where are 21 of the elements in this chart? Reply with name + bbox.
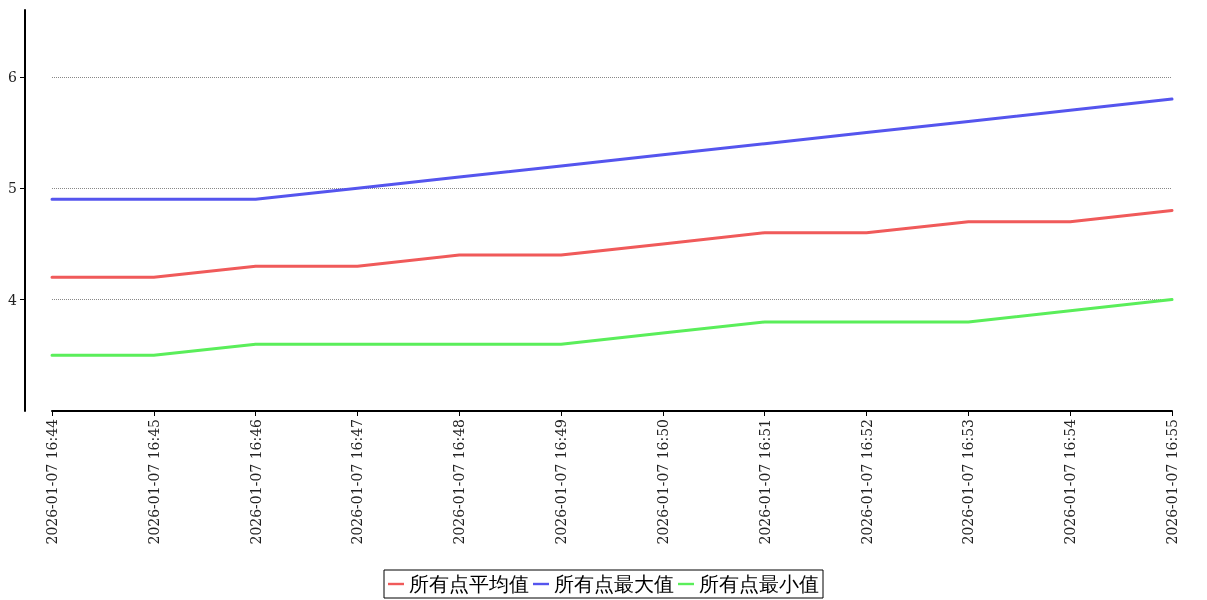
line-series (50, 97, 1174, 201)
line-series (50, 298, 1174, 357)
y-tick-label: 4 (8, 291, 18, 308)
x-tick-label: 2026-01-07 16:49 (553, 419, 570, 545)
x-tick-label: 2026-01-07 16:51 (756, 419, 773, 545)
x-tick-label: 2026-01-07 16:44 (44, 418, 60, 545)
y-tick-label: 6 (8, 68, 18, 85)
legend-label: 所有点最大值 (554, 572, 674, 596)
x-tick-label: 2026-01-07 16:55 (1164, 419, 1180, 545)
legend-label: 所有点最小值 (699, 572, 819, 596)
x-tick-label: 2026-01-07 16:46 (247, 418, 264, 545)
x-tick-label: 2026-01-07 16:48 (451, 419, 468, 545)
x-tick-label: 2026-01-07 16:50 (654, 419, 671, 545)
x-tick-label: 2026-01-07 16:45 (145, 419, 162, 545)
y-tick-label: 5 (8, 180, 17, 197)
x-tick-label: 2026-01-07 16:54 (1062, 418, 1079, 545)
x-tick-label: 2026-01-07 16:47 (349, 419, 366, 545)
x-tick-label: 2026-01-07 16:53 (960, 419, 977, 545)
legend-label: 所有点平均值 (409, 572, 529, 596)
line-series (50, 209, 1174, 279)
x-tick-label: 2026-01-07 16:52 (858, 419, 875, 545)
